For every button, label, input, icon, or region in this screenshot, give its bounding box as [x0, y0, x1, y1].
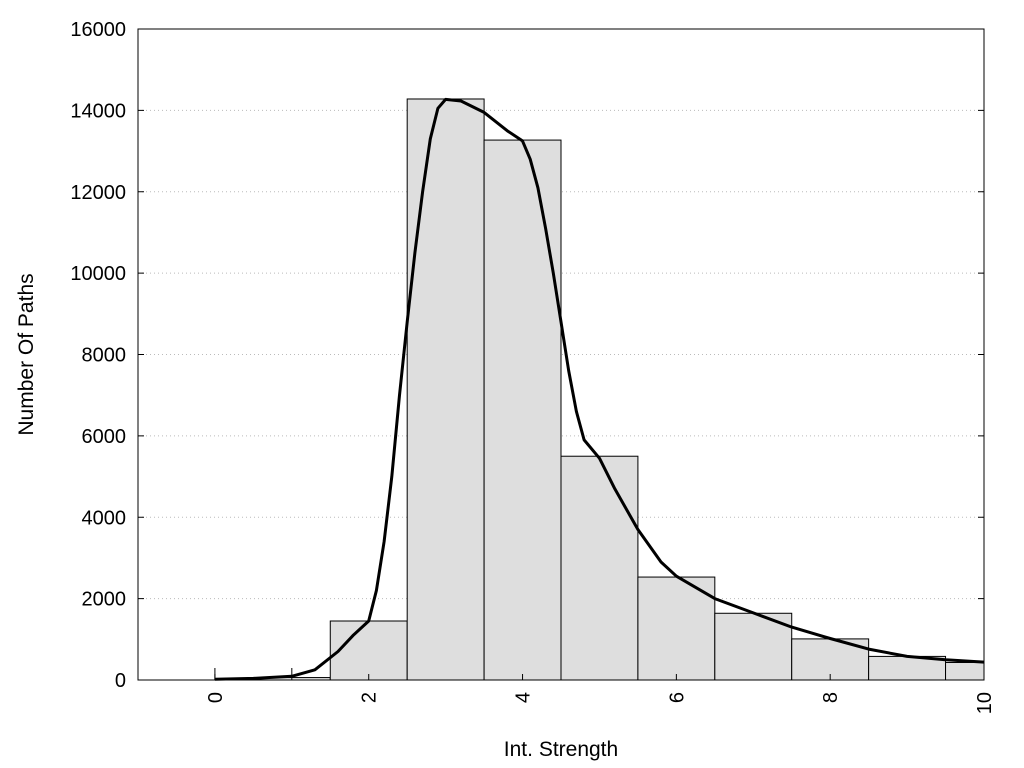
bar-7 — [791, 638, 870, 681]
y-tick-label-4: 8000 — [82, 345, 127, 367]
y-tick-label-0: 0 — [115, 670, 126, 692]
axis-ticks: 0 2000 4000 6000 8000 10000 12000 14000 16000 0 2 4… — [70, 19, 996, 714]
density-curve-layer — [214, 97, 985, 681]
bar-3 — [483, 139, 562, 681]
y-tick-label-5: 10000 — [70, 263, 126, 285]
x-tick-label-4: 8 — [820, 692, 842, 703]
bar-2 — [406, 98, 485, 681]
bar-9 — [945, 662, 985, 681]
x-axis-title: Int. Strength — [504, 738, 618, 761]
bar-6 — [714, 612, 793, 681]
density-curve — [214, 97, 985, 681]
x-tick-label-1: 2 — [359, 692, 381, 703]
bar-1 — [329, 620, 408, 681]
x-tick-label-5: 10 — [974, 692, 996, 714]
x-tick-label-2: 4 — [513, 692, 535, 703]
x-tick-label-0: 0 — [205, 692, 227, 703]
gridlines — [138, 109, 984, 600]
y-tick-label-6: 12000 — [70, 182, 126, 204]
bar-4 — [560, 455, 639, 681]
y-tick-label-3: 6000 — [82, 426, 127, 448]
y-axis-title: Number Of Paths — [15, 273, 38, 435]
histogram-bars — [214, 98, 985, 681]
y-tick-label-2: 4000 — [82, 507, 127, 529]
x-tick-label-3: 6 — [666, 692, 688, 703]
y-tick-label-8: 16000 — [70, 19, 126, 41]
y-tick-label-7: 14000 — [70, 100, 126, 122]
y-tick-label-1: 2000 — [82, 589, 127, 611]
